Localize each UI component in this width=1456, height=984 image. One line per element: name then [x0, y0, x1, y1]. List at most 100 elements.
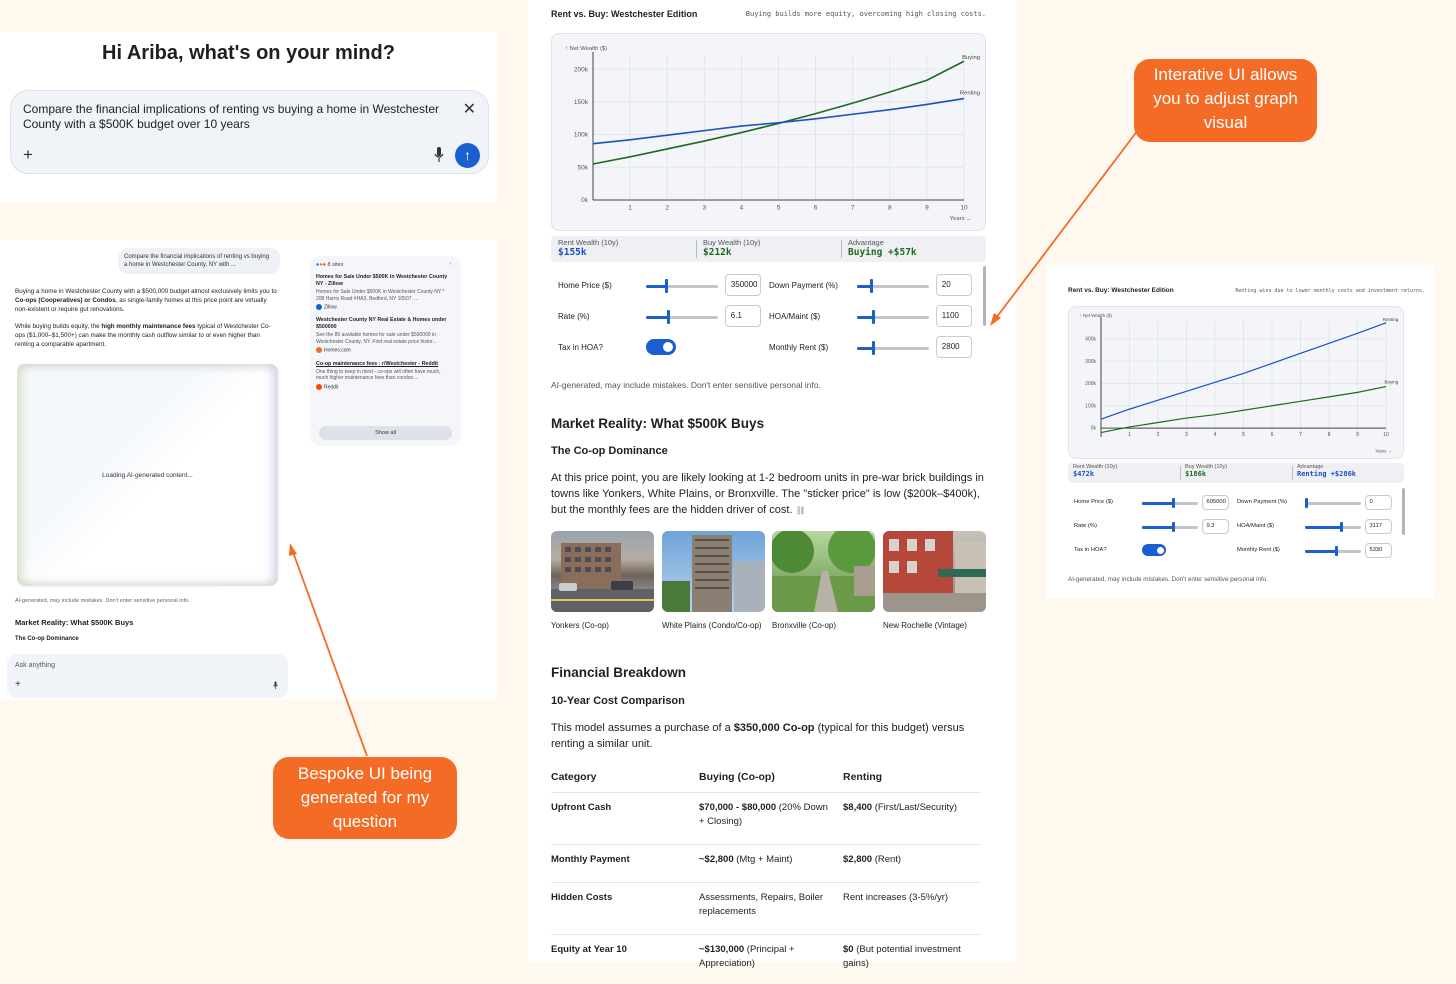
photo-new-rochelle[interactable]	[883, 531, 986, 612]
rent-slider[interactable]	[857, 347, 929, 350]
source-item[interactable]: Co-op maintenance fees : r/Westchester -…	[316, 360, 441, 390]
down-label: Down Payment (%)	[1237, 499, 1287, 505]
generated-ui-panel: Rent vs. Buy: Westchester Edition Buying…	[528, 0, 1016, 984]
rate-slider[interactable]	[1142, 525, 1198, 529]
table-row: Monthly Payment ~$2,800 (Mtg + Maint) $2…	[551, 844, 981, 883]
slider-thumb[interactable]	[666, 310, 670, 324]
slider-thumb[interactable]	[1171, 497, 1175, 508]
query-input-box[interactable]: Compare the financial implications of re…	[10, 90, 489, 174]
hoa-input[interactable]: 3117	[1365, 518, 1392, 534]
ask-input-box[interactable]: Ask anything +	[7, 654, 288, 698]
greeting-title: Hi Ariba, what's on your mind?	[102, 42, 395, 64]
x-tick-label: 3	[702, 205, 706, 212]
arrow-head	[289, 543, 297, 556]
plus-icon[interactable]: +	[15, 679, 21, 690]
slider-thumb[interactable]	[1340, 521, 1344, 532]
x-tick-label: 3	[1185, 432, 1188, 438]
slider-thumb[interactable]	[1171, 521, 1175, 532]
hoa-slider[interactable]	[857, 316, 929, 319]
tax-in-hoa-toggle[interactable]	[1142, 544, 1166, 557]
home-price-slider[interactable]	[646, 285, 718, 288]
tax-label: Tax in HOA?	[558, 343, 603, 352]
series-line-renting	[592, 97, 965, 145]
stats-bar: Rent Wealth (10y) $472k Buy Wealth (10y) $…	[1068, 463, 1404, 483]
homes-icon	[316, 347, 322, 354]
callout-bespoke-ui: Bespoke UI being generated for my questi…	[273, 757, 457, 839]
x-tick-label: 2	[665, 205, 669, 212]
home-price-input[interactable]: 605000	[1202, 494, 1229, 510]
generating-ui-placeholder: Loading AI-generated content...	[15, 362, 280, 588]
x-tick-label: 8	[1328, 432, 1331, 438]
x-tick-label: 5	[777, 205, 781, 212]
mic-icon[interactable]	[273, 681, 278, 690]
x-tick-label: 4	[1214, 432, 1217, 438]
slider-thumb[interactable]	[1334, 545, 1338, 556]
advantage-stat: Advantage Renting +$286k	[1297, 464, 1357, 478]
slider-thumb[interactable]	[665, 279, 669, 293]
wealth-chart-box[interactable]: 1 2 3 4 5 6 7 8 9 10 0k 50k 100k 150k 200k ↑ Net Wealth…	[551, 33, 986, 231]
rent-wealth-stat: Rent Wealth (10y) $472k	[1073, 464, 1118, 478]
slider-thumb[interactable]	[870, 279, 874, 293]
scrollbar[interactable]	[983, 266, 986, 326]
rent-slider[interactable]	[1305, 549, 1361, 553]
source-item[interactable]: Westchester County NY Real Estate & Home…	[316, 317, 447, 354]
link-icon: ⛓	[795, 506, 806, 515]
response-paragraph-2: While buying builds equity, the high mon…	[15, 323, 271, 348]
plus-icon[interactable]: +	[23, 145, 33, 164]
rate-input[interactable]: 9.3	[1202, 518, 1229, 534]
slider-thumb[interactable]	[871, 310, 875, 324]
slider-thumb[interactable]	[1305, 497, 1309, 508]
hoa-input[interactable]: 1100	[936, 305, 972, 328]
wealth-chart-box[interactable]: 1 2 3 4 5 6 7 8 9 10 0k 100k 200k 300k 400k ↑ Net Wealt…	[1068, 306, 1404, 459]
rent-input[interactable]: 2800	[936, 336, 972, 359]
advantage-stat: Advantage Buying +$57k	[848, 238, 917, 258]
slider-thumb[interactable]	[871, 341, 875, 355]
series-label: Buying	[1385, 380, 1399, 385]
home-price-slider[interactable]	[1142, 501, 1198, 505]
mic-icon[interactable]	[434, 147, 444, 163]
source-item[interactable]: Homes for Sale Under $500K in Westcheste…	[316, 274, 448, 311]
down-input[interactable]: 20	[936, 274, 972, 297]
user-message-bubble[interactable]: Compare the financial implications of re…	[118, 248, 280, 274]
x-tick-label: 10	[960, 205, 968, 212]
y-axis-label: ↑ Net Wealth ($)	[565, 46, 607, 52]
series-line-renting	[1100, 322, 1387, 420]
photo-bronxville[interactable]	[772, 531, 875, 612]
photo-white-plains[interactable]	[662, 531, 765, 612]
hoa-slider[interactable]	[1305, 525, 1361, 529]
ask-placeholder[interactable]: Ask anything	[15, 662, 56, 669]
rate-label: Rate (%)	[558, 312, 590, 321]
x-tick-label: 1	[1128, 432, 1131, 438]
x-tick-label: 7	[1299, 432, 1302, 438]
tax-in-hoa-toggle[interactable]	[646, 339, 676, 356]
sources-header[interactable]: ●●● 8 sites ⋮	[316, 262, 454, 268]
hoa-label: HOA/Maint ($)	[769, 312, 821, 321]
send-button[interactable]: ↑	[455, 143, 480, 168]
tax-label: Tax in HOA?	[1074, 547, 1107, 553]
scrollbar[interactable]	[1402, 488, 1405, 535]
series-line-buying	[1100, 385, 1387, 434]
photo-yonkers[interactable]	[551, 531, 654, 612]
rate-slider[interactable]	[646, 316, 718, 319]
y-tick-label: 200k	[574, 66, 589, 73]
more-icon: ⋮	[447, 262, 454, 268]
x-tick-label: 2	[1157, 432, 1160, 438]
x-tick-label: 5	[1242, 432, 1245, 438]
down-input[interactable]: 0	[1365, 494, 1392, 510]
down-slider[interactable]	[857, 285, 929, 288]
show-all-button[interactable]: Show all	[319, 426, 452, 440]
close-icon[interactable]: ✕	[462, 101, 476, 118]
coop-heading: The Co-op Dominance	[551, 445, 668, 457]
reddit-icon	[316, 383, 322, 390]
rate-input[interactable]: 6.1	[725, 305, 761, 328]
rent-input[interactable]: 5330	[1365, 542, 1392, 558]
home-price-input[interactable]: 350000	[725, 274, 761, 297]
table-header: Category	[551, 770, 699, 793]
y-tick-label: 100k	[574, 132, 589, 139]
sources-card[interactable]: ●●● 8 sites ⋮ Homes for Sale Under $500K …	[310, 256, 461, 446]
query-text[interactable]: Compare the financial implications of re…	[23, 102, 439, 131]
chat-response-panel: Compare the financial implications of re…	[0, 240, 497, 700]
table-header: Buying (Co-op)	[699, 770, 843, 793]
